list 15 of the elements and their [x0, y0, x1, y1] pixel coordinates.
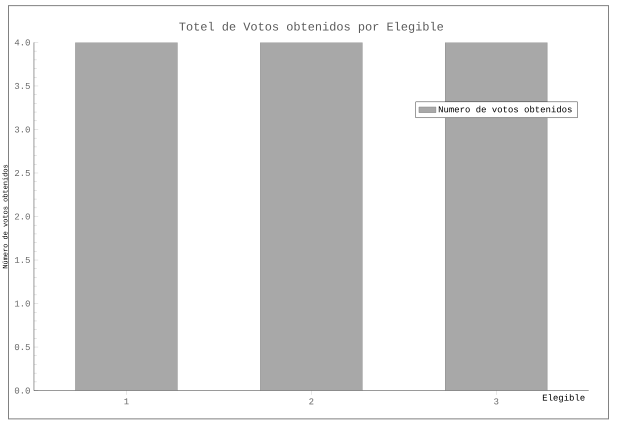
- x-tick-label: 2: [309, 398, 314, 404]
- y-tick-label: 4.0: [14, 40, 30, 46]
- y-tick-label: 3.0: [14, 126, 30, 133]
- y-tick-label: 0.0: [14, 388, 30, 394]
- y-tick-label: 1.0: [14, 300, 30, 307]
- chart-title: Totel de Votos obtenidos por Elegible: [179, 22, 444, 34]
- x-tick-label: 1: [124, 398, 129, 404]
- x-axis-title: Elegible: [542, 394, 585, 403]
- y-tick-label: 2.5: [14, 170, 30, 176]
- y-tick-label: 2.0: [14, 214, 30, 220]
- y-tick-label: 1.5: [14, 257, 30, 264]
- y-tick-label: 3.5: [14, 83, 30, 90]
- y-tick-label: 0.5: [14, 344, 30, 350]
- legend-label: Numero de votos obtenidos: [438, 106, 572, 113]
- x-tick-label: 3: [494, 398, 498, 405]
